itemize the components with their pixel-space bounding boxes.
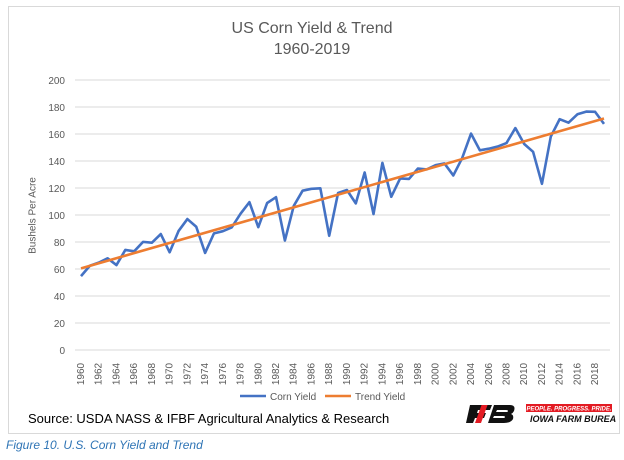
logo-tagline: PEOPLE. PROGRESS. PRIDE. xyxy=(526,407,611,413)
legend-label: Trend Yield xyxy=(355,392,405,403)
chart-frame xyxy=(8,6,620,434)
x-tick-label: 1982 xyxy=(271,362,282,385)
logo-name: IOWA FARM BUREAU xyxy=(530,414,616,424)
y-tick-label: 0 xyxy=(59,346,65,357)
x-tick-label: 1970 xyxy=(165,362,176,385)
y-tick-label: 120 xyxy=(48,184,65,195)
x-tick-label: 2018 xyxy=(590,362,601,385)
x-tick-label: 1998 xyxy=(413,362,424,385)
x-tick-label: 2008 xyxy=(501,362,512,385)
x-tick-label: 1960 xyxy=(76,362,87,385)
series-corn-yield-line xyxy=(80,110,606,277)
x-tick-label: 2016 xyxy=(572,362,583,385)
y-tick-label: 80 xyxy=(54,238,66,249)
x-tick-label: 1990 xyxy=(342,362,353,385)
x-tick-label: 2004 xyxy=(466,362,477,385)
chart-subtitle: 1960-2019 xyxy=(273,41,351,58)
x-tick-label: 1992 xyxy=(360,362,371,385)
source-note: Source: USDA NASS & IFBF Agricultural An… xyxy=(28,411,390,426)
y-tick-label: 40 xyxy=(54,292,66,303)
x-tick-label: 2012 xyxy=(537,362,548,385)
x-tick-label: 1964 xyxy=(111,362,122,385)
x-tick-label: 1996 xyxy=(395,362,406,385)
y-tick-label: 20 xyxy=(54,319,66,330)
x-tick-label: 2006 xyxy=(484,362,495,385)
y-tick-label: 180 xyxy=(48,103,65,114)
x-tick-label: 1974 xyxy=(200,362,211,385)
x-tick-label: 2000 xyxy=(431,362,442,385)
x-tick-label: 1988 xyxy=(324,362,335,385)
x-tick-label: 1976 xyxy=(218,362,229,385)
iowa-farm-bureau-logo: PEOPLE. PROGRESS. PRIDE. IOWA FARM BUREA… xyxy=(466,401,623,430)
y-tick-label: 60 xyxy=(54,265,66,276)
x-tick-label: 1994 xyxy=(377,362,388,385)
x-tick-label: 2002 xyxy=(448,362,459,385)
y-tick-label: 140 xyxy=(48,157,65,168)
x-tick-label: 1962 xyxy=(94,362,105,385)
x-tick-label: 1968 xyxy=(147,362,158,385)
x-tick-label: 1966 xyxy=(129,362,140,385)
y-tick-label: 200 xyxy=(48,76,65,87)
x-tick-label: 2010 xyxy=(519,362,530,385)
legend-label: Corn Yield xyxy=(270,392,316,403)
series-trend-yield-line xyxy=(80,117,605,270)
x-tick-label: 1978 xyxy=(236,362,247,385)
chart-title: US Corn Yield & Trend xyxy=(231,20,393,37)
x-tick-label: 1984 xyxy=(289,362,300,385)
x-tick-label: 1980 xyxy=(253,362,264,385)
figure-caption: Figure 10. U.S. Corn Yield and Trend xyxy=(6,438,203,452)
x-tick-label: 1972 xyxy=(182,362,193,385)
y-tick-label: 100 xyxy=(48,211,65,222)
y-tick-label: 160 xyxy=(48,130,65,141)
x-tick-label: 2014 xyxy=(555,362,566,385)
x-tick-label: 1986 xyxy=(306,362,317,385)
